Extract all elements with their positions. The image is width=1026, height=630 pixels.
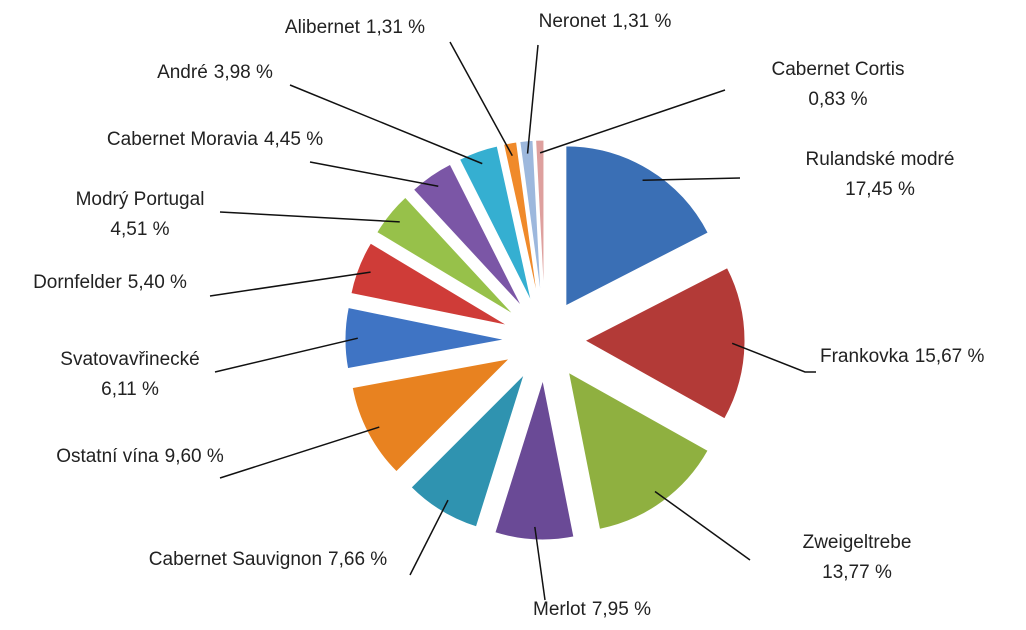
label-name: Zweigeltrebe (803, 532, 912, 553)
data-label: Modrý Portugal 4,51 % (76, 189, 205, 240)
data-label: Cabernet Moravia 4,45 % (107, 129, 323, 150)
leader-line (289, 84, 483, 165)
leader-line (209, 271, 371, 297)
label-name: Frankovka (820, 346, 909, 367)
data-label: Dornfelder 5,40 % (33, 272, 187, 293)
leader-line (214, 337, 358, 373)
label-value: 13,77 % (822, 562, 892, 583)
leader-line (219, 426, 380, 479)
data-label: Rulandské modré 17,45 % (806, 149, 955, 200)
label-name: Rulandské modré (806, 149, 955, 170)
leader-line (526, 44, 539, 154)
leader-line (409, 499, 449, 576)
pie-slice (494, 379, 575, 541)
pie-slice (458, 145, 533, 303)
data-label: Svatovavřinecké 6,11 % (60, 349, 199, 400)
data-label: Cabernet Cortis 0,83 % (771, 59, 904, 110)
leader-line (731, 342, 816, 373)
label-name: Svatovavřinecké (60, 349, 199, 370)
label-name: Cabernet Sauvignon (149, 549, 322, 570)
label-value: 3,98 % (214, 62, 273, 83)
label-name: Ostatní vína (56, 446, 159, 467)
label-value: 7,66 % (328, 549, 387, 570)
leader-line (654, 490, 751, 561)
pie-slice (344, 306, 506, 370)
pie-slice (410, 373, 525, 528)
pie-slice (503, 141, 539, 301)
label-name: André (157, 62, 208, 83)
pie-slice (535, 139, 545, 301)
leader-line (534, 526, 546, 601)
pie-slice (412, 163, 523, 308)
label-value: 4,45 % (264, 129, 323, 150)
leader-line (539, 89, 726, 154)
data-label: Alibernet 1,31 % (285, 17, 425, 38)
data-label: Neronet 1,31 % (539, 11, 672, 32)
pie-slice (567, 371, 709, 530)
label-name: Modrý Portugal (76, 189, 205, 210)
data-label: Zweigeltrebe 13,77 % (803, 532, 912, 583)
label-value: 17,45 % (845, 179, 915, 200)
label-value: 0,83 % (808, 89, 867, 110)
label-name: Cabernet Cortis (771, 59, 904, 80)
data-label: Frankovka 15,67 % (820, 346, 985, 367)
pie-slice (351, 357, 512, 473)
label-value: 6,11 % (101, 379, 159, 400)
leader-line (449, 41, 513, 157)
leader-line (219, 211, 400, 223)
label-value: 15,67 % (915, 346, 985, 367)
label-value: 9,60 % (165, 446, 224, 467)
label-value: 1,31 % (366, 17, 425, 38)
label-value: 4,51 % (110, 219, 169, 240)
pie-slice (583, 266, 746, 420)
data-label: Cabernet Sauvignon 7,66 % (149, 549, 388, 570)
data-label: Merlot 7,95 % (533, 599, 651, 620)
label-value: 7,95 % (592, 599, 651, 620)
pie-slice (519, 139, 542, 301)
data-label: Ostatní vína 9,60 % (56, 446, 224, 467)
pie-slice (350, 242, 508, 326)
data-label: André 3,98 % (157, 62, 273, 83)
leader-line (642, 177, 741, 181)
label-value: 1,31 % (612, 11, 671, 32)
label-name: Merlot (533, 599, 587, 620)
label-value: 5,40 % (128, 272, 187, 293)
leader-line (309, 161, 439, 187)
label-name: Alibernet (285, 17, 361, 38)
pie-slice (565, 145, 709, 307)
label-name: Cabernet Moravia (107, 129, 258, 150)
label-name: Neronet (539, 11, 607, 32)
label-name: Dornfelder (33, 272, 122, 293)
pie-slice (376, 196, 515, 316)
